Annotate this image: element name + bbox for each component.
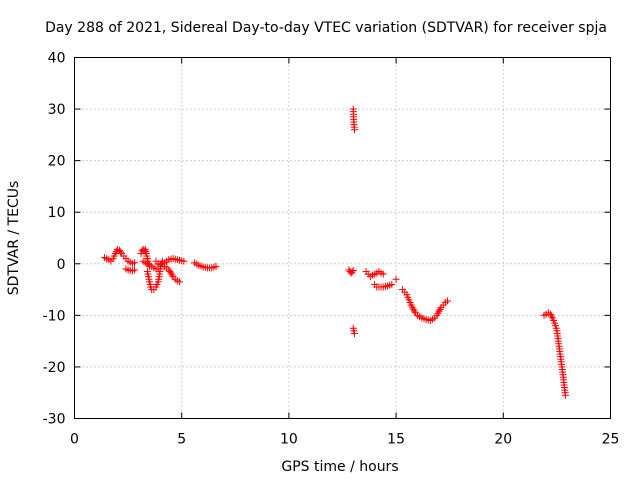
data-points	[101, 105, 569, 399]
x-tick-label: 20	[494, 432, 512, 448]
data-point	[349, 266, 357, 274]
data-point	[388, 280, 396, 288]
data-point	[351, 329, 359, 337]
data-point	[117, 248, 125, 256]
data-point	[212, 262, 220, 270]
data-point	[436, 305, 444, 313]
data-point	[548, 312, 556, 320]
data-point	[379, 270, 387, 278]
y-tick-label: 30	[48, 102, 66, 118]
x-tick-labels: 0 5 10 15 20 25	[70, 432, 619, 448]
x-tick-label: 15	[387, 432, 405, 448]
y-tick-label: 10	[48, 205, 66, 221]
y-tick-label: -30	[43, 412, 66, 428]
x-axis-label: GPS time / hours	[281, 459, 398, 475]
x-tick-label: 0	[70, 432, 79, 448]
chart-title: Day 288 of 2021, Sidereal Day-to-day VTE…	[45, 20, 607, 36]
y-tick-label: 20	[48, 154, 66, 170]
data-point	[561, 391, 569, 399]
y-tick-label: -10	[43, 308, 66, 324]
data-point	[392, 275, 400, 283]
y-tick-label: -20	[43, 360, 66, 376]
data-point	[435, 307, 443, 315]
data-point	[444, 297, 452, 305]
data-point	[409, 305, 417, 313]
data-point	[167, 269, 175, 277]
data-point	[131, 266, 139, 274]
x-tick-label: 5	[177, 432, 186, 448]
data-point	[180, 257, 188, 265]
y-tick-label: 0	[57, 257, 66, 273]
data-point	[176, 278, 184, 286]
y-tick-labels: -30 -20 -10 0 10 20 30 40	[43, 51, 66, 428]
data-point	[131, 259, 139, 267]
grid-lines	[74, 57, 611, 419]
y-tick-label: 40	[48, 51, 66, 67]
x-tick-label: 10	[280, 432, 298, 448]
data-point	[546, 310, 554, 318]
plot-frame	[74, 57, 611, 419]
y-axis-label: SDTVAR / TECUs	[6, 181, 22, 296]
data-point	[168, 271, 176, 279]
x-tick-label: 25	[602, 432, 620, 448]
data-point	[410, 307, 418, 315]
data-point	[351, 126, 359, 134]
data-point	[348, 268, 356, 276]
